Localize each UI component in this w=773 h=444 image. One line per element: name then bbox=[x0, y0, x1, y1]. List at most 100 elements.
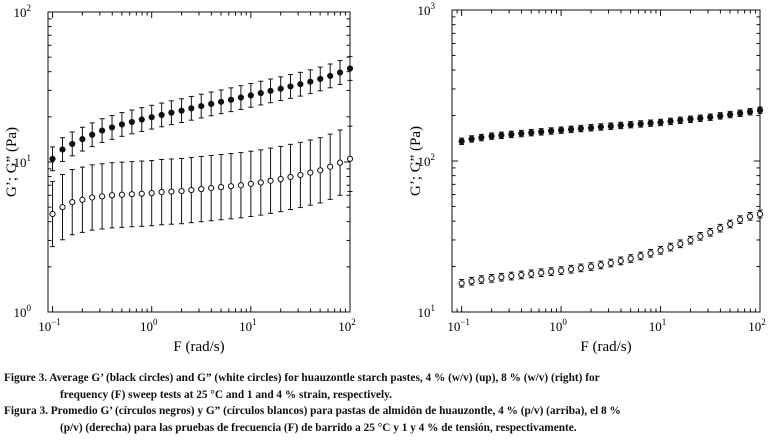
y-tick-label-exponent: 0 bbox=[27, 303, 32, 313]
data-point-open bbox=[478, 276, 485, 283]
data-point-filled bbox=[528, 129, 535, 136]
x-tick-label: 102 bbox=[748, 317, 766, 334]
data-point-open bbox=[697, 233, 704, 240]
data-point-filled bbox=[148, 114, 155, 121]
x-tick-label: 100 bbox=[140, 317, 158, 334]
data-point-filled bbox=[737, 110, 744, 117]
data-point-filled bbox=[118, 121, 126, 128]
data-point-filled bbox=[727, 111, 734, 118]
data-point-filled bbox=[587, 124, 595, 131]
plot-frame bbox=[47, 11, 351, 313]
data-point-filled bbox=[317, 75, 324, 83]
y-tick-label-exponent: 1 bbox=[431, 303, 436, 313]
data-point-open bbox=[217, 184, 225, 191]
data-point-filled bbox=[79, 136, 86, 143]
data-point-filled bbox=[237, 94, 245, 101]
figure-caption: Figure 3. Average G’ (black circles) and… bbox=[4, 370, 770, 436]
data-point-filled bbox=[257, 89, 264, 97]
y-tick-label: 101 bbox=[14, 153, 32, 170]
data-point-open bbox=[756, 210, 764, 218]
caption-english-line-1: Figure 3. Average G’ (black circles) and… bbox=[4, 370, 770, 387]
x-tick-label-exponent: 0 bbox=[562, 317, 567, 327]
data-point-open bbox=[587, 263, 595, 270]
data-point-open bbox=[677, 240, 684, 247]
caption-english-label: Figure 3. bbox=[4, 372, 48, 384]
data-point-filled bbox=[677, 117, 684, 124]
data-point-filled bbox=[49, 155, 56, 162]
data-point-filled bbox=[567, 126, 575, 133]
data-point-open bbox=[79, 196, 86, 203]
x-tick-label-exponent: −1 bbox=[460, 317, 470, 327]
data-point-filled bbox=[607, 123, 614, 130]
data-point-filled bbox=[227, 96, 235, 103]
y-tick-label: 102 bbox=[14, 3, 32, 20]
data-point-open bbox=[498, 274, 505, 281]
data-point-open bbox=[647, 250, 654, 257]
x-axis-label: F (rad/s) bbox=[173, 339, 224, 355]
y-tick-label-exponent: 2 bbox=[431, 152, 436, 162]
y-tick-label-exponent: 1 bbox=[27, 153, 32, 163]
data-point-filled bbox=[327, 72, 334, 79]
x-axis-label: F (rad/s) bbox=[580, 339, 631, 355]
data-point-filled bbox=[667, 118, 674, 125]
data-point-open bbox=[557, 267, 565, 274]
data-point-filled bbox=[478, 134, 485, 141]
data-point-filled bbox=[458, 138, 465, 145]
data-point-open bbox=[89, 194, 96, 201]
x-tick-label-base: 10 bbox=[239, 319, 252, 334]
data-point-open bbox=[49, 210, 56, 218]
x-tick-label-base: 10 bbox=[549, 319, 562, 334]
plot-frame bbox=[451, 9, 761, 313]
data-point-open bbox=[118, 191, 126, 198]
data-point-open bbox=[208, 184, 215, 192]
y-tick-label-base: 10 bbox=[14, 155, 27, 170]
data-point-filled bbox=[746, 108, 754, 115]
data-point-open bbox=[128, 191, 135, 198]
x-tick-label: 10−1 bbox=[38, 317, 61, 334]
x-tick-label-exponent: −1 bbox=[51, 317, 61, 327]
data-point-open bbox=[548, 268, 555, 275]
data-point-filled bbox=[508, 131, 515, 138]
data-point-open bbox=[707, 229, 714, 236]
y-tick-label-base: 10 bbox=[14, 305, 27, 320]
data-point-filled bbox=[518, 130, 525, 137]
caption-english-line-2: frequency (F) sweep tests at 25 °C and 1… bbox=[60, 388, 393, 401]
data-point-filled bbox=[346, 65, 354, 72]
data-point-open bbox=[627, 255, 634, 262]
y-tick-label: 103 bbox=[418, 1, 436, 18]
y-tick-label: 101 bbox=[418, 303, 436, 320]
data-point-filled bbox=[717, 112, 724, 119]
x-tick-label-base: 10 bbox=[38, 319, 51, 334]
y-axis-label: G’; G” (Pa) bbox=[408, 126, 424, 196]
data-point-open bbox=[327, 163, 334, 170]
data-point-filled bbox=[277, 85, 284, 92]
data-point-open bbox=[138, 190, 145, 197]
data-point-open bbox=[198, 185, 205, 193]
x-tick-label: 101 bbox=[649, 317, 667, 334]
x-tick-label-exponent: 2 bbox=[761, 317, 766, 327]
data-point-filled bbox=[108, 124, 116, 131]
data-point-filled bbox=[577, 125, 584, 132]
x-tick-label-exponent: 1 bbox=[252, 317, 257, 327]
data-point-open bbox=[746, 213, 754, 220]
data-point-open bbox=[346, 155, 354, 162]
data-point-filled bbox=[287, 83, 294, 90]
y-tick-label: 100 bbox=[14, 303, 32, 320]
caption-english-text: Average G’ (black circles) and G” (white… bbox=[49, 372, 600, 384]
caption-spanish-line-1: Figura 3. Promedio G’ (círculos negros) … bbox=[4, 403, 770, 420]
x-tick-label-base: 10 bbox=[338, 319, 351, 334]
y-tick-label-base: 10 bbox=[14, 5, 27, 20]
data-point-open bbox=[317, 167, 324, 174]
data-point-filled bbox=[756, 107, 764, 114]
data-point-open bbox=[69, 199, 76, 206]
x-tick-label-base: 10 bbox=[649, 319, 662, 334]
data-point-open bbox=[528, 270, 535, 277]
data-point-open bbox=[158, 188, 165, 196]
x-tick-label-base: 10 bbox=[748, 319, 761, 334]
data-point-open bbox=[458, 280, 465, 287]
data-point-open bbox=[98, 193, 106, 200]
y-tick-label-base: 10 bbox=[418, 305, 431, 320]
data-point-open bbox=[567, 266, 575, 273]
